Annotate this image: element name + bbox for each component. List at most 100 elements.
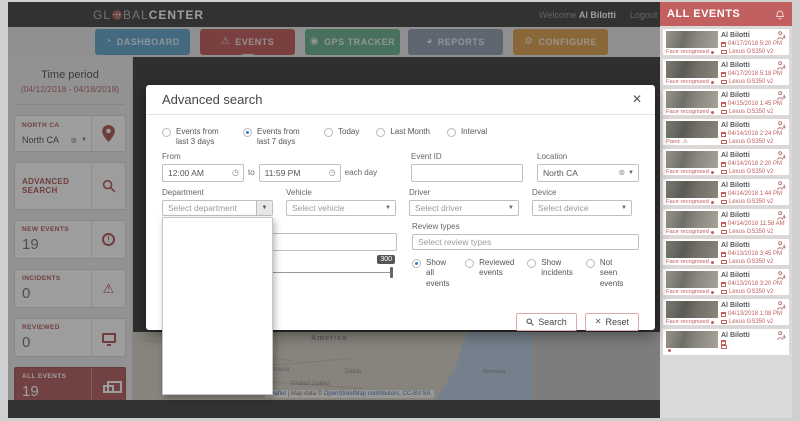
event-card[interactable]: Face recognized ⚠ Al Bilotti 04/13/2018 … <box>662 268 790 296</box>
search-button[interactable]: Search <box>516 312 577 331</box>
event-card[interactable]: Face recognized ⚠ Al Bilotti 04/15/2018 … <box>662 88 790 116</box>
dropdown-option[interactable] <box>163 293 272 306</box>
dropdown-option[interactable] <box>163 268 272 281</box>
dropdown-option[interactable] <box>163 382 272 395</box>
event-id-input[interactable] <box>411 163 523 182</box>
stat-card[interactable]: INCIDENTS 0 <box>14 269 126 308</box>
camera-icon <box>721 110 727 114</box>
clear-icon[interactable]: ⊗ <box>618 168 626 178</box>
dropdown-option[interactable] <box>163 281 272 294</box>
from-time-input[interactable]: 12:00 AM ◷ <box>162 163 244 182</box>
download-user-icon[interactable] <box>777 31 786 41</box>
clear-icon[interactable]: ⊗ <box>70 135 78 145</box>
from-label: From <box>162 151 181 161</box>
radio-circle-icon <box>376 128 386 137</box>
event-card[interactable]: Panic ⚠ Al Bilotti 04/14/2018 2:24 PM Le… <box>662 118 790 146</box>
event-card[interactable]: Face recognized ⚠ Al Bilotti 04/14/2018 … <box>662 178 790 206</box>
map-city-label: Dallas <box>345 369 362 375</box>
reset-button[interactable]: ✕ Reset <box>584 312 639 331</box>
location-label: Location <box>537 151 568 161</box>
dropdown-option[interactable] <box>163 256 272 269</box>
dropdown-option[interactable] <box>163 243 272 256</box>
stat-value: 0 <box>22 285 31 302</box>
date-range-radio[interactable]: Today <box>324 127 359 148</box>
event-card[interactable]: Face recognized ⚠ Al Bilotti 04/14/2018 … <box>662 208 790 236</box>
download-user-icon[interactable] <box>777 61 786 71</box>
nav-button[interactable]: ◉ GPS TRACKER <box>305 29 400 55</box>
download-user-icon[interactable] <box>777 211 786 221</box>
event-thumbnail <box>666 331 718 348</box>
event-card[interactable]: Face recognized ⚠ Al Bilotti 04/13/2018 … <box>662 298 790 326</box>
show-filter-radio[interactable]: Not seen events <box>585 258 626 303</box>
dropdown-option[interactable] <box>163 331 272 344</box>
logo-text-bold: CENTER <box>148 7 205 22</box>
radio-circle-icon <box>324 128 333 137</box>
date-range-radio[interactable]: Events from last 3 days <box>162 127 226 148</box>
slider-handle[interactable] <box>390 266 393 278</box>
device-select[interactable]: Select device ▼ <box>532 199 632 216</box>
review-types-input[interactable]: Select review types <box>412 233 639 250</box>
dropdown-option[interactable] <box>163 230 272 243</box>
nav-button[interactable]: ⚠ EVENTS <box>200 29 295 61</box>
vehicle-select[interactable]: Select vehicle ▼ <box>286 199 396 216</box>
location-card-label: NORTH CA <box>22 122 60 129</box>
dropdown-option[interactable] <box>163 344 272 357</box>
event-vehicle: Lexus GS350 v2 <box>729 229 774 235</box>
download-user-icon[interactable] <box>777 241 786 251</box>
download-user-icon[interactable] <box>777 271 786 281</box>
to-time-input[interactable]: 11:59 PM ◷ <box>258 163 341 182</box>
date-range-radio[interactable]: Events from last 7 days <box>243 127 307 148</box>
location-select[interactable]: North CA ⊗ ▼ <box>22 135 91 145</box>
download-user-icon[interactable] <box>777 301 786 311</box>
dropdown-option[interactable] <box>163 306 272 319</box>
show-filter-radio[interactable]: Reviewed events <box>465 258 514 303</box>
location-pin-icon <box>91 116 125 151</box>
download-user-icon[interactable] <box>777 91 786 101</box>
logout-link[interactable]: Logout <box>629 9 658 20</box>
driver-select[interactable]: Select driver ▼ <box>409 199 519 216</box>
osm-link[interactable]: OpenStreetMap contributors, CC-BY-SA <box>323 391 431 397</box>
event-card[interactable]: Face recognized ⚠ Al Bilotti 04/14/2018 … <box>662 148 790 176</box>
event-tag-label: Face recognized <box>666 49 709 55</box>
event-driver-name: Al Bilotti <box>721 212 750 219</box>
stat-card[interactable]: ALL EVENTS 19 <box>14 367 126 406</box>
department-dropdown <box>162 216 273 396</box>
download-user-icon[interactable] <box>777 181 786 191</box>
event-card[interactable]: Face recognized ⚠ Al Bilotti 04/13/2018 … <box>662 238 790 266</box>
slider-track[interactable] <box>182 271 393 273</box>
date-range-radio[interactable]: Last Month <box>376 127 430 148</box>
event-card[interactable]: Face recognized ⚠ Al Bilotti 04/17/2018 … <box>662 58 790 86</box>
stat-card[interactable]: REVIEWED 0 <box>14 318 126 357</box>
date-range-radio[interactable]: Interval <box>446 127 487 148</box>
nav-button[interactable]: ◕ REPORTS <box>408 29 503 55</box>
close-icon[interactable]: ✕ <box>631 92 642 106</box>
warning-icon: ⚠ <box>682 139 688 145</box>
download-user-icon[interactable] <box>777 331 786 341</box>
dropdown-option[interactable] <box>163 218 272 231</box>
download-user-icon[interactable] <box>777 121 786 131</box>
advanced-search-card[interactable]: ADVANCED SEARCH <box>14 162 126 210</box>
chevron-down-icon[interactable]: ▼ <box>81 137 87 143</box>
event-vehicle: Lexus GS350 v2 <box>729 79 774 85</box>
camera-icon <box>721 200 727 204</box>
dropdown-option[interactable] <box>163 319 272 332</box>
nav-button[interactable]: ◔ DASHBOARD <box>95 29 190 55</box>
bell-icon[interactable] <box>775 9 785 20</box>
department-select[interactable]: Select department ▼ <box>162 199 273 216</box>
clock-icon[interactable]: ◷ <box>232 167 239 177</box>
event-card[interactable]: ⚠ Al Bilotti <box>662 328 790 356</box>
dropdown-option[interactable] <box>163 356 272 369</box>
leaflet-link[interactable]: Leaflet <box>268 391 287 397</box>
dropdown-option[interactable] <box>163 369 272 382</box>
download-user-icon[interactable] <box>777 151 786 161</box>
calendar-icon <box>721 281 726 287</box>
event-vehicle: Lexus GS350 v2 <box>729 109 774 115</box>
nav-button[interactable]: ⚙ CONFIGURE <box>513 29 608 55</box>
event-card[interactable]: Face recognized ⚠ Al Bilotti 04/17/2018 … <box>662 28 790 56</box>
show-filter-radio[interactable]: Show incidents <box>527 258 573 303</box>
location-select[interactable]: North CA ⊗ ▼ <box>537 163 639 182</box>
stat-card[interactable]: NEW EVENTS 19 <box>14 220 126 259</box>
clock-icon[interactable]: ◷ <box>328 167 336 177</box>
show-filter-radio[interactable]: Show all events <box>412 258 452 303</box>
